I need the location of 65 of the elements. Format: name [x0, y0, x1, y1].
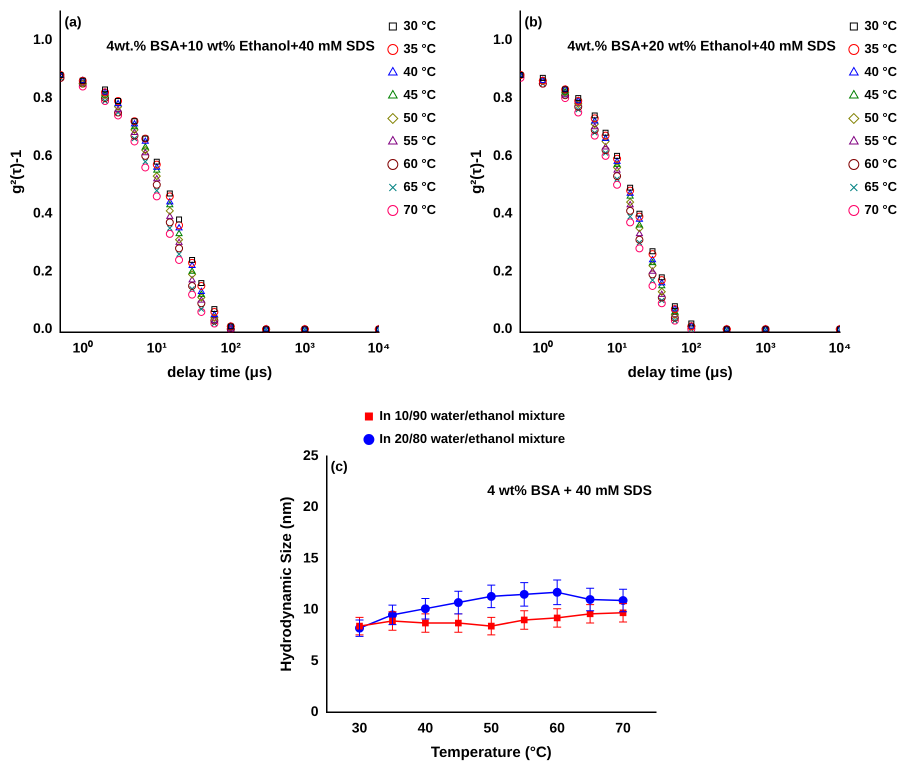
y-tick-label: 25 — [302, 446, 319, 463]
legend-label: 60 °C — [864, 156, 898, 172]
legend-label: 45 °C — [403, 87, 437, 102]
y-tick-label: 0.4 — [32, 204, 53, 221]
x-tick-label: 10⁰ — [532, 339, 554, 356]
legend-label: 70 °C — [403, 202, 437, 218]
x-tick-label: 10³ — [755, 339, 776, 356]
y-axis-title: g²(τ)-1 — [8, 150, 26, 194]
x-axis-title: Temperature (°C) — [430, 744, 552, 762]
y-tick-label: 1.0 — [492, 31, 513, 48]
x-tick-label: 10² — [220, 339, 242, 356]
legend-label: 55 °C — [864, 133, 898, 148]
x-axis-title: delay time (μs) — [628, 364, 733, 382]
legend-label: 55 °C — [403, 133, 437, 148]
legend-label: 40 °C — [403, 64, 437, 80]
annotation: (a) — [64, 13, 82, 30]
legend-label: 65 °C — [403, 179, 437, 194]
x-tick-label: 70 — [615, 719, 632, 736]
legend-label: 60 °C — [403, 156, 437, 172]
y-tick-label: 0 — [310, 703, 319, 720]
legend-label: 30 °C — [864, 18, 898, 34]
x-tick-label: 10³ — [294, 339, 316, 356]
legend-label: In 10/90 water/ethanol mixture — [379, 408, 566, 424]
legend-label: 65 °C — [864, 179, 898, 194]
legend-label: 35 °C — [864, 41, 898, 56]
y-tick-label: 0.2 — [32, 262, 53, 278]
y-axis-title: Hydrodynamic Size (nm) — [278, 496, 296, 672]
x-tick-label: 10⁰ — [72, 339, 94, 356]
legend-label: 45 °C — [864, 87, 898, 102]
legend-label: 40 °C — [864, 64, 898, 80]
annotation: 4 wt% BSA + 40 mM SDS — [487, 482, 652, 498]
y-axis-title: g²(τ)-1 — [468, 150, 486, 194]
y-tick-label: 0.0 — [492, 320, 513, 336]
legend-label: 35 °C — [403, 41, 437, 56]
x-tick-label: 60 — [549, 719, 566, 736]
legend-label: 50 °C — [864, 110, 898, 126]
y-tick-label: 0.0 — [32, 320, 53, 336]
y-tick-label: 0.6 — [32, 146, 53, 163]
y-tick-label: 0.8 — [32, 88, 53, 105]
x-tick-label: 40 — [418, 719, 434, 736]
y-tick-label: 20 — [302, 498, 319, 514]
legend-label: 30 °C — [403, 18, 437, 34]
x-tick-label: 50 — [483, 719, 500, 736]
y-tick-label: 5 — [310, 652, 319, 668]
x-tick-label: 10¹ — [606, 339, 628, 356]
y-tick-label: 0.6 — [492, 146, 513, 163]
legend-label: In 20/80 water/ethanol mixture — [379, 431, 566, 446]
y-tick-label: 0.2 — [492, 262, 513, 278]
annotation: (c) — [330, 458, 348, 474]
annotation: 4wt.% BSA+10 wt% Ethanol+40 mM SDS — [106, 37, 375, 54]
y-tick-label: 0.4 — [492, 204, 513, 221]
x-tick-label: 10⁴ — [368, 339, 390, 356]
y-tick-label: 10 — [302, 600, 319, 617]
x-tick-label: 10¹ — [146, 339, 168, 356]
y-tick-label: 0.8 — [492, 88, 513, 105]
legend-label: 50 °C — [403, 110, 437, 126]
y-tick-label: 15 — [302, 549, 319, 566]
x-tick-label: 10⁴ — [828, 339, 852, 356]
legend-label: 70 °C — [864, 202, 898, 218]
annotation: 4wt.% BSA+20 wt% Ethanol+40 mM SDS — [567, 37, 836, 54]
x-tick-label: 30 — [352, 719, 368, 736]
x-tick-label: 10² — [681, 339, 702, 356]
x-axis-title: delay time (μs) — [167, 364, 272, 382]
annotation: (b) — [524, 13, 542, 30]
y-tick-label: 1.0 — [32, 31, 53, 48]
